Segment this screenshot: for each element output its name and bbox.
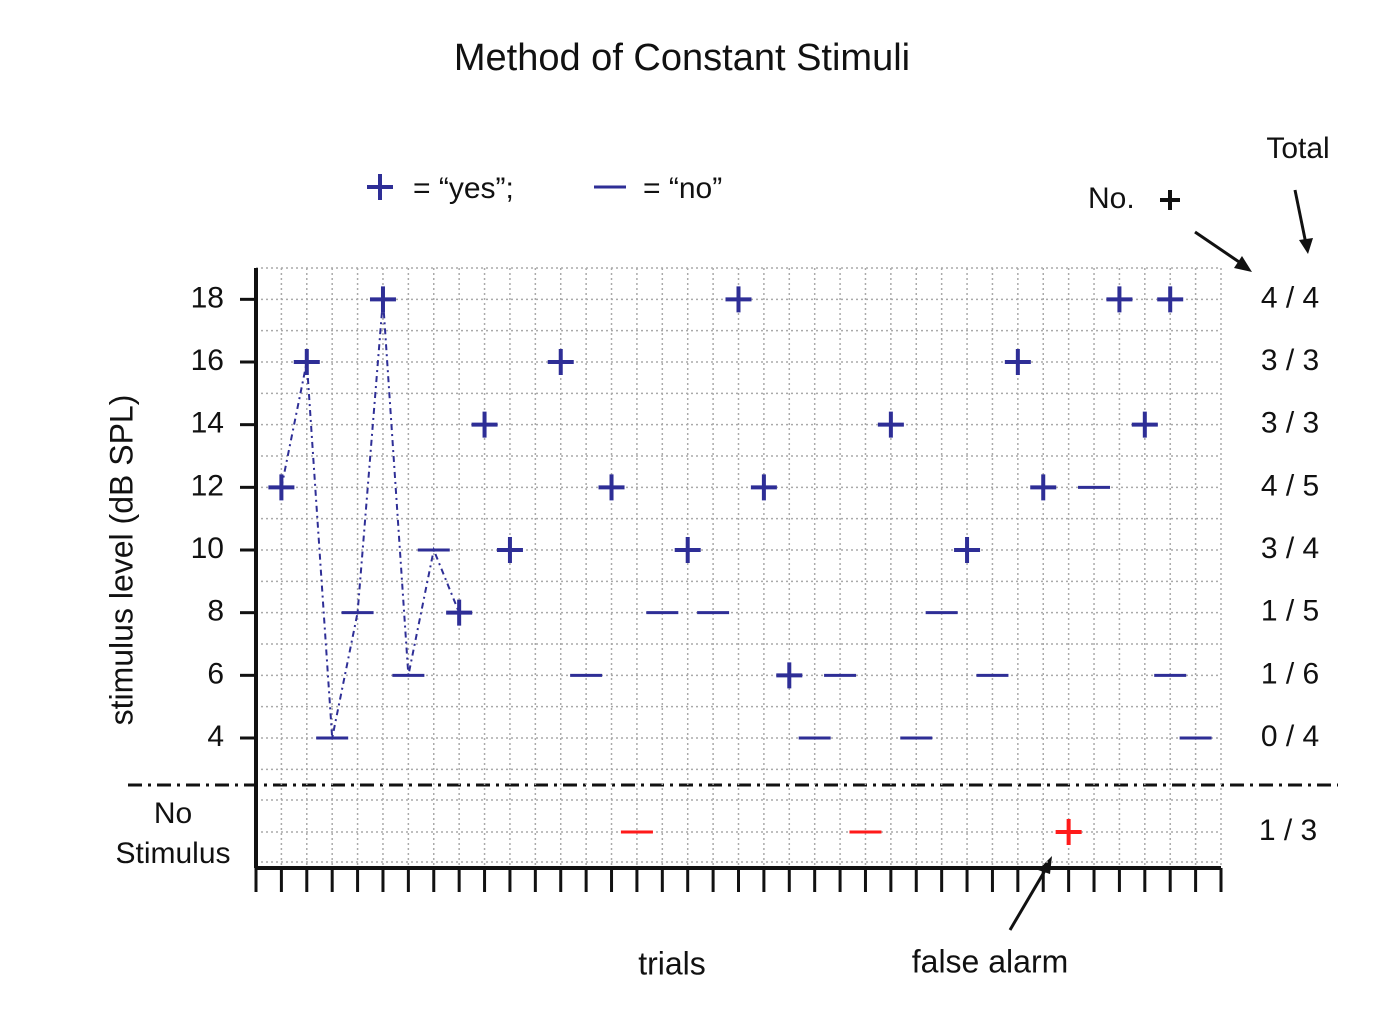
y-tick-label: 18 xyxy=(191,281,224,314)
yes-marker xyxy=(1004,349,1031,375)
yes-marker xyxy=(877,411,904,438)
yes-marker xyxy=(725,286,752,313)
yes-marker xyxy=(293,349,320,375)
y-tick-label: 12 xyxy=(191,469,224,502)
header: Total xyxy=(1266,132,1329,165)
yes-marker xyxy=(1055,819,1082,845)
row-label: Stimulus xyxy=(115,837,230,870)
yes-marker xyxy=(1106,286,1133,313)
row-total: 4 / 5 xyxy=(1261,469,1319,502)
row-total: 0 / 4 xyxy=(1261,720,1319,753)
yes-marker xyxy=(547,349,574,375)
yes-marker xyxy=(268,474,295,501)
legend-label: = “yes”; xyxy=(413,172,514,205)
arrow-head xyxy=(1234,256,1252,272)
yes-marker xyxy=(750,474,777,501)
yes-marker xyxy=(496,537,523,563)
yes-marker xyxy=(954,537,981,563)
yes-marker xyxy=(369,286,396,313)
x-axis-label: trials xyxy=(638,945,706,981)
arrow xyxy=(1194,230,1246,268)
row-total: 3 / 4 xyxy=(1261,532,1319,565)
annotation: false alarm xyxy=(912,943,1069,979)
yes-marker xyxy=(471,411,498,438)
row-total: 1 / 6 xyxy=(1261,657,1319,690)
y-tick-label: 4 xyxy=(207,720,224,753)
plus-symbol xyxy=(1160,190,1180,210)
yes-marker xyxy=(1131,411,1158,438)
row-total: 3 / 3 xyxy=(1261,344,1319,377)
header: No. xyxy=(1088,182,1135,215)
y-tick-label: 10 xyxy=(191,532,224,565)
arrow-head xyxy=(1299,238,1313,254)
y-tick-label: 14 xyxy=(191,407,224,440)
legend-label: = “no” xyxy=(643,172,722,205)
trace-line xyxy=(280,299,461,739)
yes-marker xyxy=(446,599,473,626)
row-total: 3 / 3 xyxy=(1261,407,1319,440)
yes-marker xyxy=(776,662,803,689)
row-label: No xyxy=(154,797,192,830)
row-total: 1 / 3 xyxy=(1259,814,1317,847)
y-axis-label: stimulus level (dB SPL) xyxy=(103,395,139,726)
arrow-head xyxy=(1038,856,1052,874)
arrow xyxy=(1293,189,1308,245)
y-tick-label: 8 xyxy=(207,595,224,628)
legend-marker xyxy=(367,174,393,200)
yes-marker xyxy=(1157,286,1184,313)
chart-title: Method of Constant Stimuli xyxy=(454,37,910,79)
yes-marker xyxy=(674,537,701,563)
y-tick-label: 16 xyxy=(191,344,224,377)
row-total: 4 / 4 xyxy=(1261,281,1319,314)
y-tick-label: 6 xyxy=(207,657,224,690)
yes-marker xyxy=(598,474,625,501)
yes-marker xyxy=(1030,474,1057,501)
row-total: 1 / 5 xyxy=(1261,595,1319,628)
